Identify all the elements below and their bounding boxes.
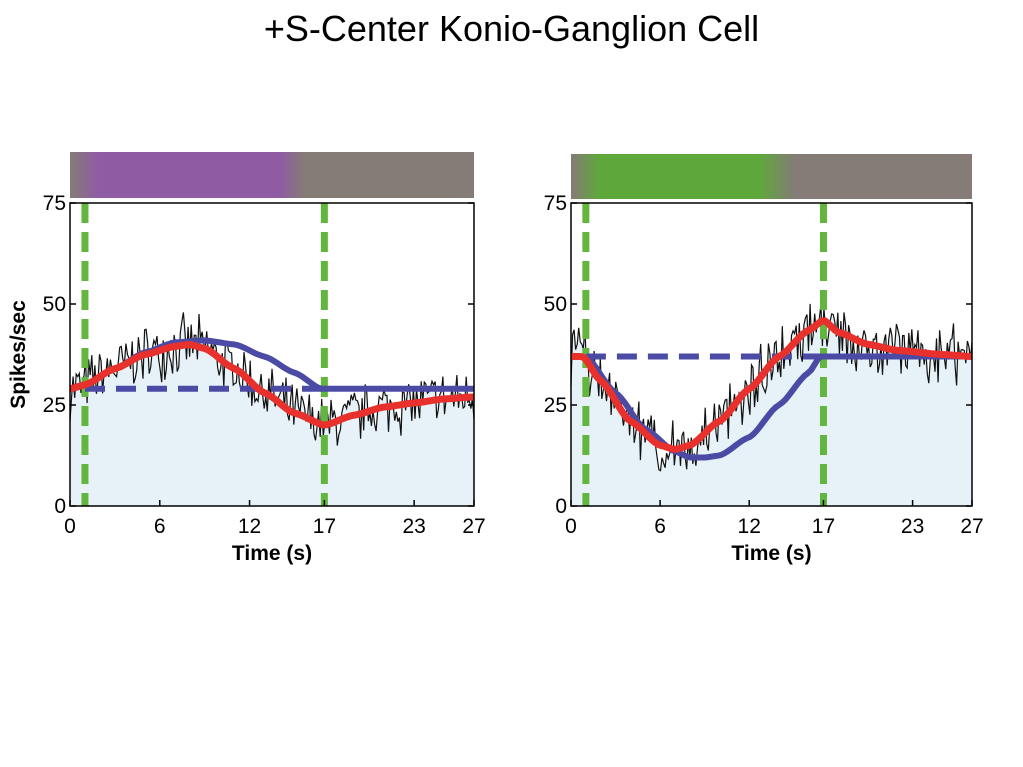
- y-axis-label: Spikes/sec: [7, 300, 30, 409]
- x-tick-label: 0: [64, 515, 76, 538]
- y-tick-label: 75: [43, 192, 66, 215]
- fit-curve: [69, 341, 475, 429]
- x-axis-label: Time (s): [232, 542, 312, 565]
- response-area: [70, 312, 474, 506]
- x-tick-label: 0: [565, 515, 577, 538]
- x-tick-label: 6: [654, 515, 666, 538]
- y-tick-label: 0: [555, 495, 567, 518]
- chart-panel-violet: 0 25 50 75 0 6 12 17 23 27 Time (s) Spikes/sec: [7, 152, 486, 565]
- x-axis-label: Time (s): [731, 542, 811, 565]
- page-title: +S-Center Konio-Ganglion Cell: [263, 8, 760, 49]
- x-tick-label: 17: [812, 515, 835, 538]
- model-curve: [584, 353, 972, 461]
- response-area: [571, 303, 972, 506]
- x-tick-label: 27: [462, 515, 485, 538]
- plot-frame: [570, 202, 973, 507]
- y-tick-label: 75: [544, 192, 567, 215]
- x-tick-label: 23: [901, 515, 924, 538]
- x-tick-label: 23: [402, 515, 425, 538]
- stimulus-bar-green: [571, 154, 972, 199]
- y-tick-label: 25: [544, 394, 567, 417]
- y-tick-label: 50: [544, 293, 567, 316]
- chart-panel-green: 0 25 50 75 0 6 12 17 23 27 Time (s): [544, 154, 984, 565]
- x-tick-label: 17: [313, 515, 336, 538]
- x-tick-label: 12: [238, 515, 261, 538]
- x-tick-label: 12: [738, 515, 761, 538]
- y-tick-label: 25: [43, 394, 66, 417]
- y-tick-label: 50: [43, 293, 66, 316]
- stimulus-bar-violet: [70, 152, 474, 198]
- plot-frame: [69, 202, 475, 507]
- y-tick-label: 0: [54, 495, 66, 518]
- x-tick-label: 6: [154, 515, 166, 538]
- x-tick-label: 27: [960, 515, 983, 538]
- fit-curve: [570, 317, 973, 453]
